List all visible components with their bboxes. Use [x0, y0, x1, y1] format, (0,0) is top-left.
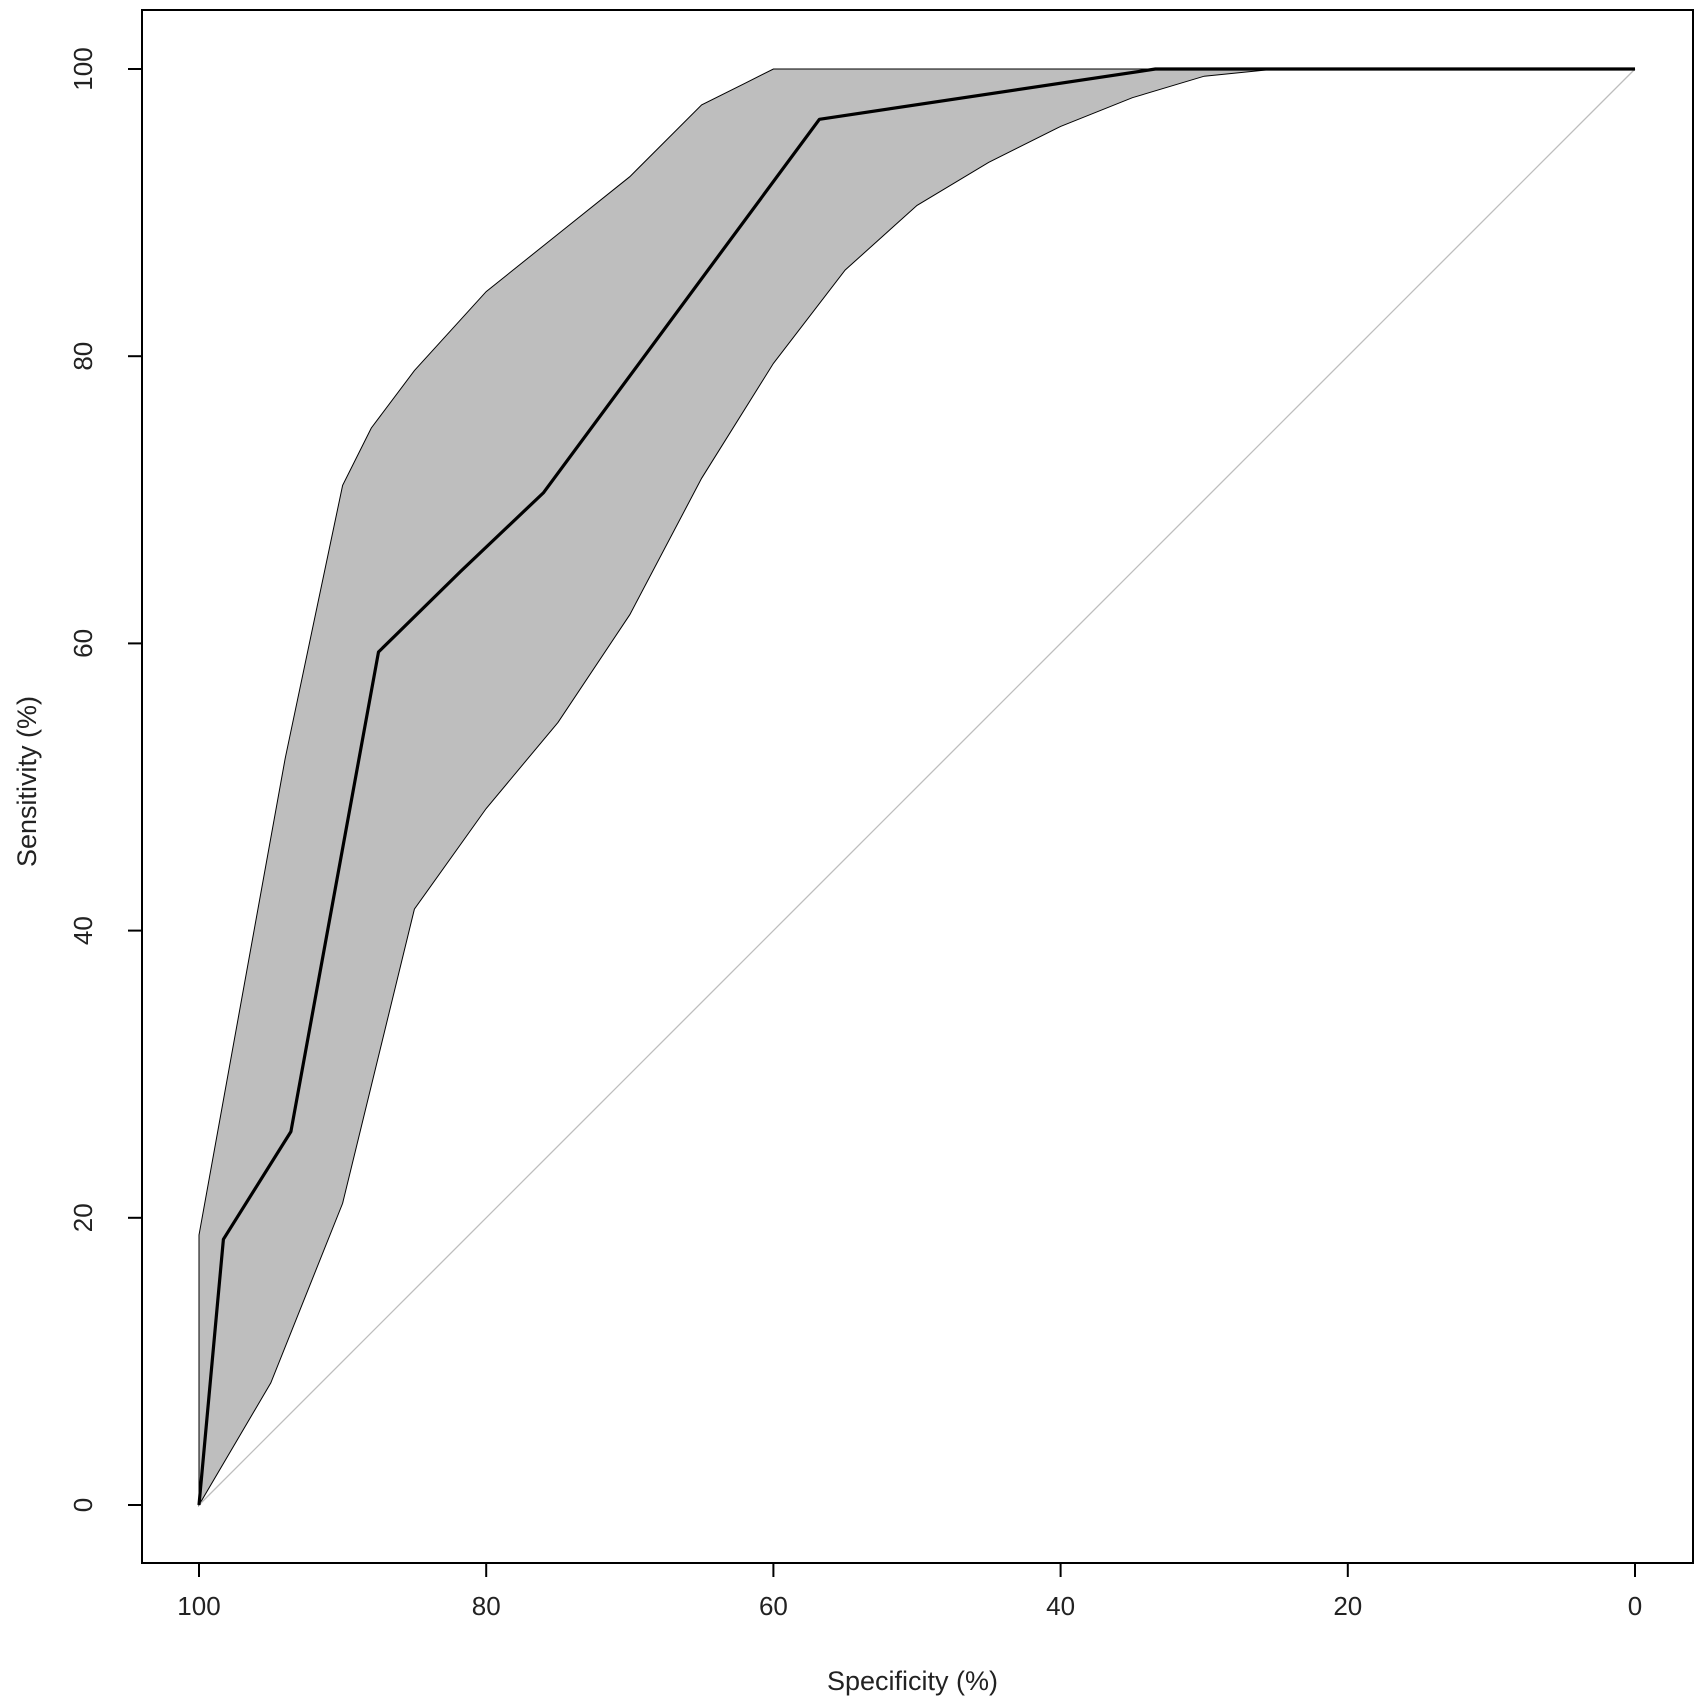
y-tick-label: 40 [68, 916, 98, 945]
y-tick-label: 20 [68, 1203, 98, 1232]
y-tick-label: 0 [68, 1498, 98, 1512]
x-axis-title: Specificity (%) [827, 1666, 998, 1696]
reference-line-layer [198, 68, 1636, 1506]
y-axis-title: Sensitivity (%) [12, 696, 42, 867]
x-tick-label: 0 [1628, 1591, 1642, 1621]
x-tick-label: 100 [177, 1591, 220, 1621]
x-tick-label: 80 [472, 1591, 501, 1621]
x-axis: 100 80 60 40 20 0 [177, 1562, 1642, 1621]
y-tick-label: 80 [68, 342, 98, 371]
y-tick-label: 60 [68, 629, 98, 658]
y-axis: 0 20 40 60 80 100 [68, 47, 143, 1512]
confidence-band-layer [198, 68, 1635, 1507]
x-tick-label: 40 [1046, 1591, 1075, 1621]
roc-curve-layer [197, 67, 1636, 1506]
y-tick-label: 100 [68, 47, 98, 90]
reference-diagonal-line [198, 68, 1636, 1506]
x-tick-label: 20 [1333, 1591, 1362, 1621]
roc-curve-line [197, 67, 1635, 1506]
confidence-band [198, 68, 1635, 1507]
x-tick-label: 60 [759, 1591, 788, 1621]
